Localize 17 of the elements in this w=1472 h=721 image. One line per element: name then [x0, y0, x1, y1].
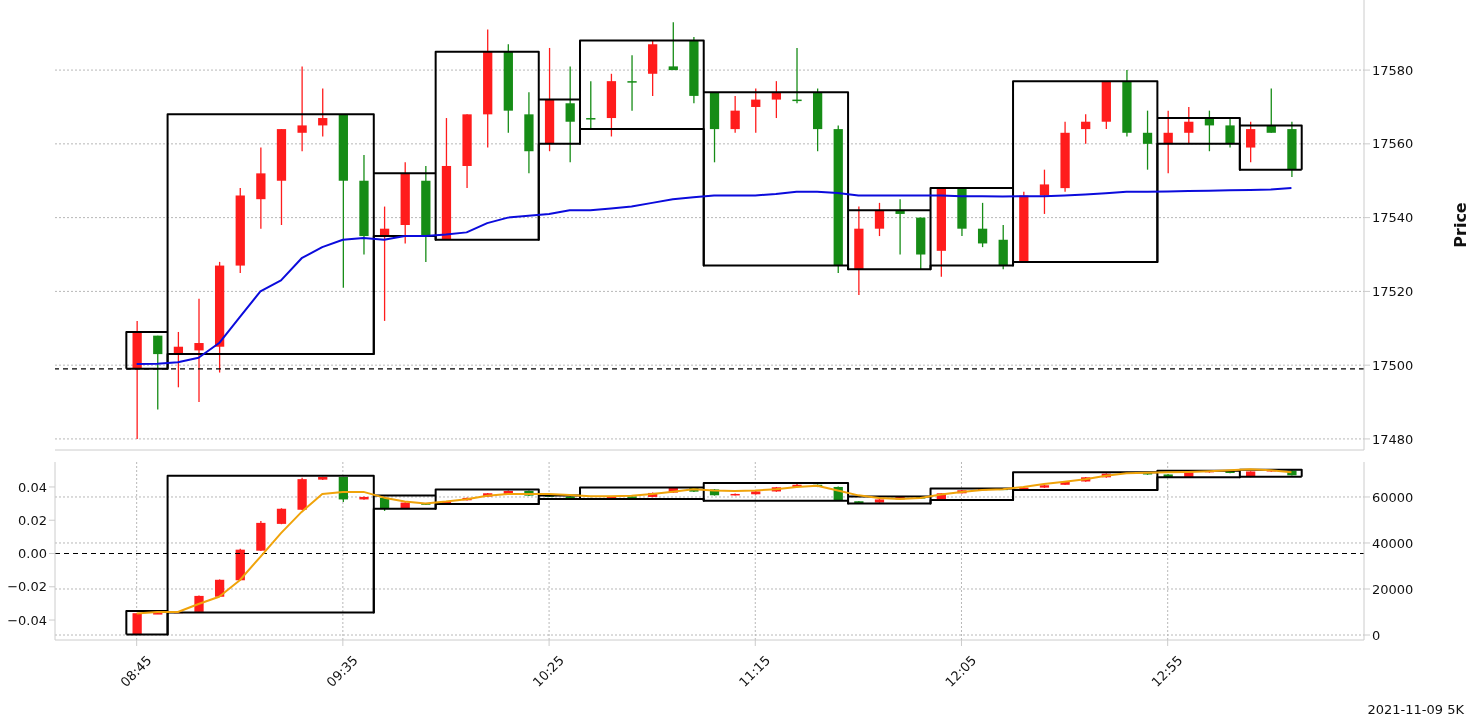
y-tick-label: 17520	[1372, 284, 1414, 300]
y-tick-label: −0.02	[7, 579, 47, 595]
y-tick-label: 17500	[1372, 357, 1414, 373]
y-tick-label: 17580	[1372, 62, 1414, 78]
y-axis-title: Price	[1450, 202, 1470, 248]
y2-tick-label: 60000	[1372, 489, 1414, 505]
y2-tick-label: 20000	[1372, 581, 1414, 597]
y-tick-label: 0.02	[18, 512, 47, 528]
y2-tick-label: 40000	[1372, 535, 1414, 551]
y-tick-label: 17480	[1372, 431, 1414, 447]
y-tick-label: 0.04	[18, 479, 47, 495]
text: 2021-11-09 5K	[1367, 702, 1464, 717]
y2-tick-label: 0	[1372, 627, 1381, 643]
y-tick-label: −0.04	[7, 612, 47, 628]
y-tick-label: 0.00	[18, 546, 47, 562]
y-tick-label: 17560	[1372, 136, 1414, 152]
y-tick-label: 17540	[1372, 210, 1414, 226]
